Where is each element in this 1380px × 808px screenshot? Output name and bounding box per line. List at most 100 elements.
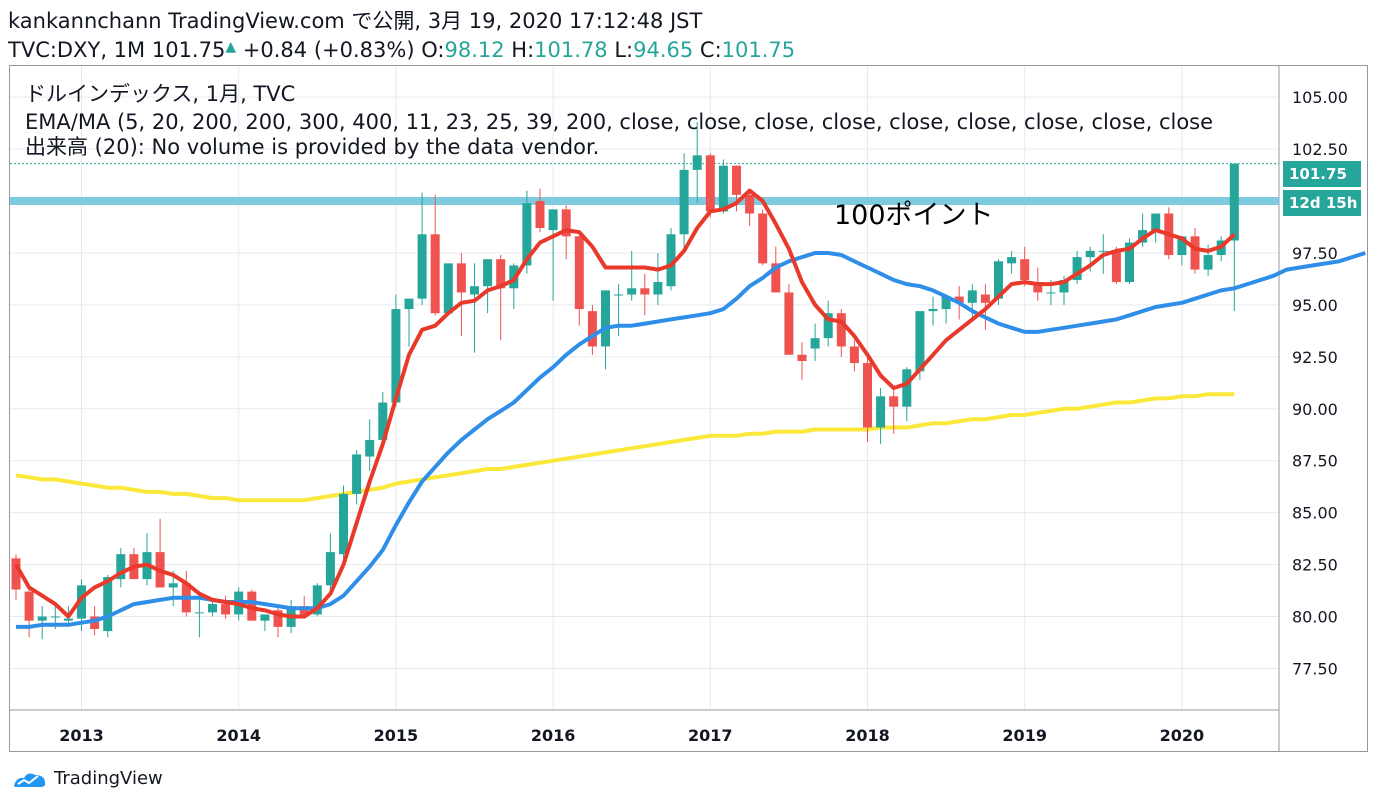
candle-body xyxy=(168,583,178,588)
footer-brand-label: TradingView xyxy=(54,768,163,789)
candle-body xyxy=(784,292,794,355)
high-value: 101.78 xyxy=(534,38,608,62)
candle-body xyxy=(404,298,414,310)
candle-body xyxy=(561,209,571,237)
x-tick-label: 2014 xyxy=(216,726,261,745)
candle-body xyxy=(889,396,899,407)
tradingview-logo-icon xyxy=(14,773,46,787)
candle-body xyxy=(1046,292,1056,294)
candle-body xyxy=(11,558,21,590)
candle-body xyxy=(1229,163,1239,241)
x-tick-label: 2017 xyxy=(688,726,733,745)
candle-body xyxy=(849,346,859,364)
candle-body xyxy=(732,165,741,195)
x-tick-label: 2015 xyxy=(374,726,419,745)
candle-body xyxy=(836,313,846,347)
candle-body xyxy=(1190,236,1200,270)
candle-body xyxy=(876,396,886,428)
candle-body xyxy=(1007,257,1017,264)
candle-body xyxy=(1098,250,1108,252)
candle-body xyxy=(705,155,715,212)
legend-title: ドルインデックス, 1月, TVC xyxy=(25,82,296,106)
y-tick-label: 80.00 xyxy=(1292,608,1338,627)
candle-body xyxy=(90,616,100,629)
candle-body xyxy=(430,234,440,314)
candle-body xyxy=(574,236,584,310)
candle-body xyxy=(758,213,768,264)
y-tick-label: 97.50 xyxy=(1292,244,1338,263)
candle-body xyxy=(823,313,833,339)
candle-body xyxy=(548,209,558,231)
candle-body xyxy=(994,261,1003,299)
price-change: +0.84 (+0.83%) xyxy=(242,38,415,62)
candle-body xyxy=(666,234,676,287)
candle-body xyxy=(365,439,375,457)
candle-body xyxy=(915,311,925,372)
x-tick-label: 2013 xyxy=(59,726,104,745)
candle-body xyxy=(653,282,663,295)
candle-body xyxy=(37,616,47,621)
candle-body xyxy=(496,259,506,289)
legend-indicator: EMA/MA (5, 20, 200, 200, 300, 400, 11, 2… xyxy=(25,110,1214,134)
candle-body xyxy=(260,614,270,621)
symbol-label: TVC:DXY, 1M xyxy=(8,38,146,62)
candle-body xyxy=(417,234,427,299)
chart-annotation: 100ポイント xyxy=(834,200,994,231)
candle-body xyxy=(325,552,335,586)
candle-body xyxy=(443,263,453,314)
legend-volume: 出来高 (20): No volume is provided by the d… xyxy=(25,135,600,159)
candle-body xyxy=(627,288,637,295)
candle-body xyxy=(312,585,322,615)
candle-body xyxy=(24,591,34,621)
candle-body xyxy=(1151,213,1161,231)
x-tick-label: 2018 xyxy=(845,726,890,745)
last-price-tag: 101.75 xyxy=(1283,161,1361,187)
candle-body xyxy=(221,604,231,615)
y-tick-label: 102.50 xyxy=(1292,140,1348,159)
y-tick-label: 85.00 xyxy=(1292,504,1338,523)
x-tick-label: 2019 xyxy=(1002,726,1047,745)
x-tick-label: 2016 xyxy=(531,726,576,745)
candle-body xyxy=(797,354,807,361)
ma-long-line xyxy=(15,392,1235,503)
candle-body xyxy=(50,616,60,618)
up-arrow-icon: ▲ xyxy=(225,39,237,55)
y-tick-label: 77.50 xyxy=(1292,659,1338,678)
candle-body xyxy=(1111,250,1121,283)
candle-body xyxy=(863,363,872,428)
candle-body xyxy=(103,577,113,632)
footer-brand[interactable]: TradingView xyxy=(12,768,163,789)
candle-body xyxy=(1203,255,1213,270)
candle-body xyxy=(692,155,702,170)
y-tick-label: 82.50 xyxy=(1292,556,1338,575)
candle-body xyxy=(391,309,401,403)
low-label: L: xyxy=(614,38,634,62)
ema-mid-line xyxy=(16,251,1366,629)
candle-body xyxy=(1177,236,1187,256)
ema-fast-line xyxy=(14,188,1236,619)
close-value: 101.75 xyxy=(721,38,796,62)
candle-body xyxy=(1085,250,1095,258)
x-tick-label: 2020 xyxy=(1160,726,1205,745)
publish-info: kankannchann TradingView.com で公開, 3月 19,… xyxy=(8,9,703,33)
low-value: 94.65 xyxy=(633,38,694,62)
last-price: 101.75 xyxy=(151,38,226,62)
candle-body xyxy=(483,259,493,287)
candle-body xyxy=(1072,257,1082,280)
candle-body xyxy=(954,296,964,303)
candle-body xyxy=(456,263,466,293)
high-label: H: xyxy=(511,38,535,62)
candle-body xyxy=(273,610,283,627)
candle-body xyxy=(771,263,781,293)
candle-body xyxy=(967,290,977,303)
candle-body xyxy=(299,606,309,615)
candle-body xyxy=(679,169,689,235)
candle-body xyxy=(208,604,217,613)
candle-body xyxy=(1125,242,1134,283)
y-tick-label: 95.00 xyxy=(1292,296,1338,315)
candle-body xyxy=(522,203,532,266)
candle-body xyxy=(810,338,820,349)
candle-body xyxy=(352,454,362,494)
candle-body xyxy=(1059,279,1069,293)
